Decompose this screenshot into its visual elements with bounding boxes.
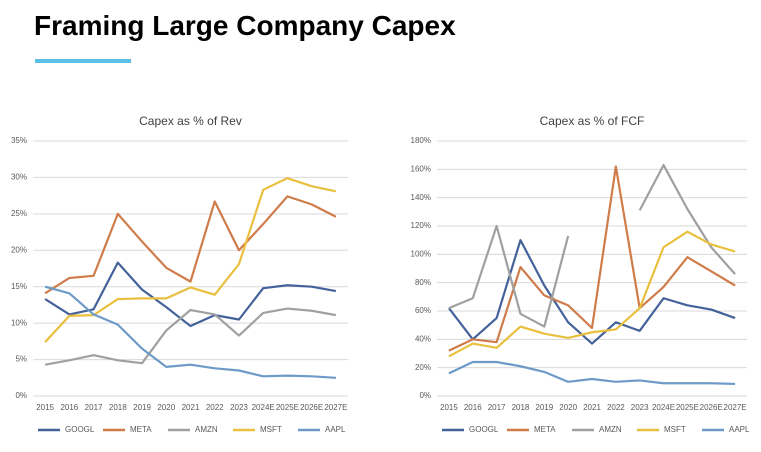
series-line (448, 239, 736, 345)
legend-label: AMZN (195, 425, 218, 434)
x-tick-label: 2019 (133, 403, 151, 412)
title-underline (35, 59, 131, 63)
x-tick-label: 2022 (206, 403, 224, 412)
y-tick-label: 20% (415, 363, 431, 372)
x-tick-label: 2020 (559, 403, 577, 412)
x-tick-label: 2022 (607, 403, 625, 412)
y-tick-label: 35% (11, 136, 27, 145)
legend-label: META (130, 425, 152, 434)
y-tick-label: 25% (11, 209, 27, 218)
series-line (448, 230, 736, 358)
series-line (448, 360, 736, 386)
y-tick-label: 30% (11, 173, 27, 182)
y-tick-label: 160% (411, 164, 431, 173)
series-line (44, 177, 337, 343)
x-tick-label: 2021 (583, 403, 601, 412)
x-tick-label: 2024E (652, 403, 675, 412)
x-tick-label: 2023 (230, 403, 248, 412)
legend-label: AAPL (729, 425, 750, 434)
x-tick-label: 2017 (488, 403, 506, 412)
series-line (44, 261, 337, 328)
x-tick-label: 2021 (182, 403, 200, 412)
x-tick-label: 2025E (676, 403, 699, 412)
legend-label: MSFT (664, 425, 686, 434)
legend-label: AMZN (599, 425, 622, 434)
x-tick-label: 2017 (85, 403, 103, 412)
legend-label: GOOGL (65, 425, 95, 434)
y-tick-label: 0% (419, 391, 431, 400)
x-tick-label: 2026E (700, 403, 723, 412)
x-tick-label: 2020 (157, 403, 175, 412)
x-tick-label: 2018 (512, 403, 530, 412)
x-tick-label: 2019 (535, 403, 553, 412)
y-tick-label: 20% (11, 245, 27, 254)
y-tick-label: 15% (11, 282, 27, 291)
y-tick-label: 80% (415, 278, 431, 287)
legend-label: META (534, 425, 556, 434)
chart-title: Capex as % of Rev (139, 114, 242, 128)
y-tick-label: 120% (411, 221, 431, 230)
y-tick-label: 0% (15, 391, 27, 400)
x-tick-label: 2015 (36, 403, 54, 412)
page-title: Framing Large Company Capex (34, 10, 456, 41)
x-tick-label: 2023 (631, 403, 649, 412)
x-tick-label: 2015 (440, 403, 458, 412)
y-tick-label: 60% (415, 306, 431, 315)
series-line (44, 307, 337, 366)
x-tick-label: 2027E (724, 403, 747, 412)
x-tick-label: 2027E (324, 403, 347, 412)
chart-title: Capex as % of FCF (540, 114, 645, 128)
x-tick-label: 2016 (464, 403, 482, 412)
series-line (448, 163, 736, 328)
series-line (44, 285, 336, 379)
legend-label: GOOGL (469, 425, 499, 434)
x-tick-label: 2025E (276, 403, 299, 412)
x-tick-label: 2024E (252, 403, 275, 412)
x-tick-label: 2018 (109, 403, 127, 412)
y-tick-label: 100% (411, 249, 431, 258)
series-line (448, 165, 736, 352)
y-tick-label: 180% (411, 136, 431, 145)
y-tick-label: 140% (411, 193, 431, 202)
y-tick-label: 10% (11, 318, 27, 327)
y-tick-label: 5% (15, 355, 27, 364)
series-line (44, 195, 337, 295)
legend-label: AAPL (325, 425, 346, 434)
legend-label: MSFT (260, 425, 282, 434)
x-tick-label: 2016 (60, 403, 78, 412)
x-tick-label: 2026E (300, 403, 323, 412)
y-tick-label: 40% (415, 334, 431, 343)
